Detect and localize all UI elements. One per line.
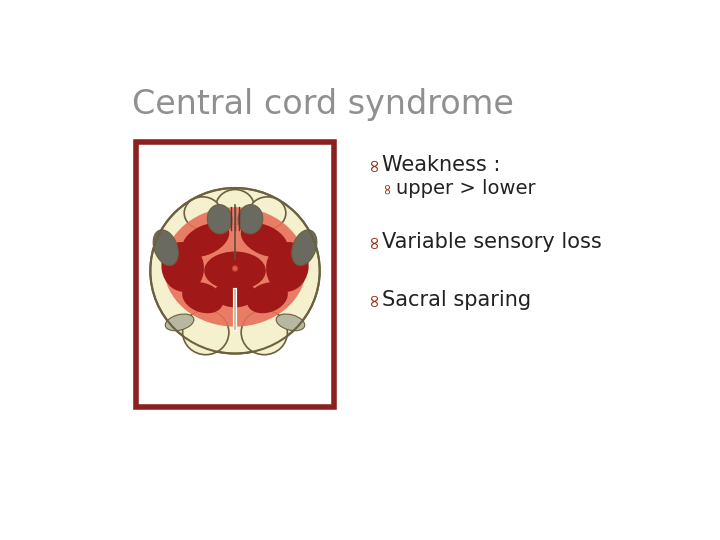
Ellipse shape <box>153 230 179 266</box>
Ellipse shape <box>204 252 266 290</box>
Ellipse shape <box>216 190 254 224</box>
Ellipse shape <box>249 197 286 229</box>
Ellipse shape <box>182 282 223 313</box>
Ellipse shape <box>266 242 309 292</box>
Text: ∞: ∞ <box>379 181 394 194</box>
Text: ∞: ∞ <box>365 157 383 172</box>
Ellipse shape <box>163 207 306 327</box>
Text: upper > lower: upper > lower <box>396 179 536 198</box>
Ellipse shape <box>241 310 287 355</box>
Text: Sacral sparing: Sacral sparing <box>382 289 531 309</box>
Text: Variable sensory loss: Variable sensory loss <box>382 232 602 252</box>
Ellipse shape <box>247 282 288 313</box>
Ellipse shape <box>182 223 229 257</box>
Ellipse shape <box>150 188 320 354</box>
Ellipse shape <box>238 205 263 234</box>
Ellipse shape <box>214 280 256 307</box>
Ellipse shape <box>207 205 232 234</box>
Ellipse shape <box>161 242 204 292</box>
Ellipse shape <box>183 310 229 355</box>
Text: Weakness :: Weakness : <box>382 155 500 175</box>
Circle shape <box>233 266 238 271</box>
Text: Central cord syndrome: Central cord syndrome <box>132 88 513 121</box>
Ellipse shape <box>292 230 317 266</box>
Text: ∞: ∞ <box>365 292 383 307</box>
Ellipse shape <box>184 197 221 229</box>
FancyBboxPatch shape <box>135 142 334 408</box>
Ellipse shape <box>276 314 305 330</box>
Ellipse shape <box>240 223 288 257</box>
Text: ∞: ∞ <box>365 234 383 249</box>
Ellipse shape <box>166 314 194 330</box>
